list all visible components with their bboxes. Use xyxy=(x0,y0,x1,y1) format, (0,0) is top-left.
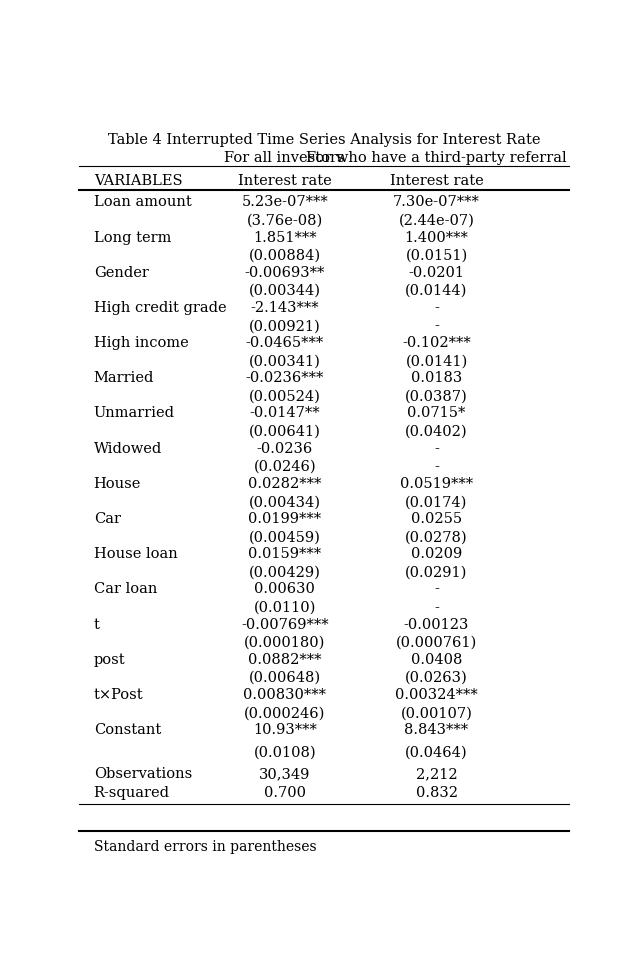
Text: (0.00344): (0.00344) xyxy=(249,284,320,298)
Text: Car: Car xyxy=(94,512,121,526)
Text: 0.0209: 0.0209 xyxy=(411,547,462,561)
Text: R-squared: R-squared xyxy=(94,786,170,799)
Text: Interest rate: Interest rate xyxy=(238,174,332,189)
Text: 8.843***: 8.843*** xyxy=(404,723,468,737)
Text: -0.00769***: -0.00769*** xyxy=(241,617,329,632)
Text: 0.832: 0.832 xyxy=(416,786,458,799)
Text: House: House xyxy=(94,477,141,491)
Text: -: - xyxy=(434,601,439,614)
Text: Unmarried: Unmarried xyxy=(94,406,174,421)
Text: (0.0263): (0.0263) xyxy=(405,672,468,685)
Text: (0.0464): (0.0464) xyxy=(405,746,468,760)
Text: (0.000246): (0.000246) xyxy=(244,706,325,720)
Text: (0.00434): (0.00434) xyxy=(249,495,320,509)
Text: (0.0291): (0.0291) xyxy=(405,566,468,579)
Text: 0.700: 0.700 xyxy=(264,786,306,799)
Text: Widowed: Widowed xyxy=(94,442,162,455)
Text: Observations: Observations xyxy=(94,767,192,781)
Text: (0.0278): (0.0278) xyxy=(405,530,468,545)
Text: -: - xyxy=(434,442,439,455)
Text: -: - xyxy=(434,582,439,596)
Text: (0.0174): (0.0174) xyxy=(405,495,468,509)
Text: -: - xyxy=(434,460,439,474)
Text: Constant: Constant xyxy=(94,723,161,737)
Text: (0.00884): (0.00884) xyxy=(248,249,321,263)
Text: Loan amount: Loan amount xyxy=(94,196,191,209)
Text: Married: Married xyxy=(94,371,154,386)
Text: (0.00648): (0.00648) xyxy=(248,672,321,685)
Text: (0.0387): (0.0387) xyxy=(405,390,468,404)
Text: Standard errors in parentheses: Standard errors in parentheses xyxy=(94,840,317,854)
Text: (0.0402): (0.0402) xyxy=(405,424,468,439)
Text: -0.0465***: -0.0465*** xyxy=(246,336,324,350)
Text: High income: High income xyxy=(94,336,188,350)
Text: 0.0715*: 0.0715* xyxy=(408,406,466,421)
Text: 0.00630: 0.00630 xyxy=(254,582,315,596)
Text: -0.0201: -0.0201 xyxy=(408,266,465,280)
Text: -0.0147**: -0.0147** xyxy=(250,406,320,421)
Text: 0.0519***: 0.0519*** xyxy=(400,477,473,491)
Text: (0.00107): (0.00107) xyxy=(401,706,473,720)
Text: (0.00429): (0.00429) xyxy=(249,566,320,579)
Text: (0.000180): (0.000180) xyxy=(244,636,325,650)
Text: (0.0144): (0.0144) xyxy=(405,284,468,298)
Text: (3.76e-08): (3.76e-08) xyxy=(246,214,323,228)
Text: High credit grade: High credit grade xyxy=(94,301,226,315)
Text: 0.0882***: 0.0882*** xyxy=(248,653,322,667)
Text: -0.102***: -0.102*** xyxy=(402,336,471,350)
Text: t×Post: t×Post xyxy=(94,688,143,702)
Text: -0.00693**: -0.00693** xyxy=(245,266,325,280)
Text: -2.143***: -2.143*** xyxy=(250,301,319,315)
Text: -0.0236: -0.0236 xyxy=(257,442,313,455)
Text: (0.0246): (0.0246) xyxy=(253,460,316,474)
Text: Long term: Long term xyxy=(94,231,171,244)
Text: (0.0108): (0.0108) xyxy=(253,746,316,760)
Text: (0.00341): (0.00341) xyxy=(249,355,320,368)
Text: 2,212: 2,212 xyxy=(416,767,458,781)
Text: (0.000761): (0.000761) xyxy=(396,636,477,650)
Text: 0.0408: 0.0408 xyxy=(411,653,462,667)
Text: 1.400***: 1.400*** xyxy=(404,231,468,244)
Text: 7.30e-07***: 7.30e-07*** xyxy=(393,196,480,209)
Text: 10.93***: 10.93*** xyxy=(253,723,317,737)
Text: (0.00524): (0.00524) xyxy=(249,390,320,404)
Text: 0.00830***: 0.00830*** xyxy=(243,688,326,702)
Text: -: - xyxy=(434,301,439,315)
Text: t: t xyxy=(94,617,100,632)
Text: 5.23e-07***: 5.23e-07*** xyxy=(241,196,328,209)
Text: 0.0159***: 0.0159*** xyxy=(248,547,321,561)
Text: House loan: House loan xyxy=(94,547,178,561)
Text: VARIABLES: VARIABLES xyxy=(94,174,182,189)
Text: For all investors: For all investors xyxy=(224,150,345,165)
Text: 1.851***: 1.851*** xyxy=(253,231,317,244)
Text: Interest rate: Interest rate xyxy=(390,174,483,189)
Text: 0.0199***: 0.0199*** xyxy=(248,512,321,526)
Text: (0.0110): (0.0110) xyxy=(253,601,316,614)
Text: (0.0141): (0.0141) xyxy=(406,355,468,368)
Text: post: post xyxy=(94,653,125,667)
Text: 0.0183: 0.0183 xyxy=(411,371,462,386)
Text: For who have a third-party referral: For who have a third-party referral xyxy=(307,150,567,165)
Text: Gender: Gender xyxy=(94,266,149,280)
Text: -0.00123: -0.00123 xyxy=(404,617,469,632)
Text: 0.0282***: 0.0282*** xyxy=(248,477,322,491)
Text: (0.00459): (0.00459) xyxy=(249,530,320,545)
Text: Table 4 Interrupted Time Series Analysis for Interest Rate: Table 4 Interrupted Time Series Analysis… xyxy=(107,134,540,147)
Text: 0.00324***: 0.00324*** xyxy=(395,688,478,702)
Text: -: - xyxy=(434,319,439,333)
Text: 0.0255: 0.0255 xyxy=(411,512,462,526)
Text: -0.0236***: -0.0236*** xyxy=(245,371,324,386)
Text: (0.00921): (0.00921) xyxy=(249,319,320,333)
Text: Car loan: Car loan xyxy=(94,582,157,596)
Text: (0.0151): (0.0151) xyxy=(406,249,468,263)
Text: (0.00641): (0.00641) xyxy=(249,424,320,439)
Text: (2.44e-07): (2.44e-07) xyxy=(399,214,475,228)
Text: 30,349: 30,349 xyxy=(259,767,310,781)
